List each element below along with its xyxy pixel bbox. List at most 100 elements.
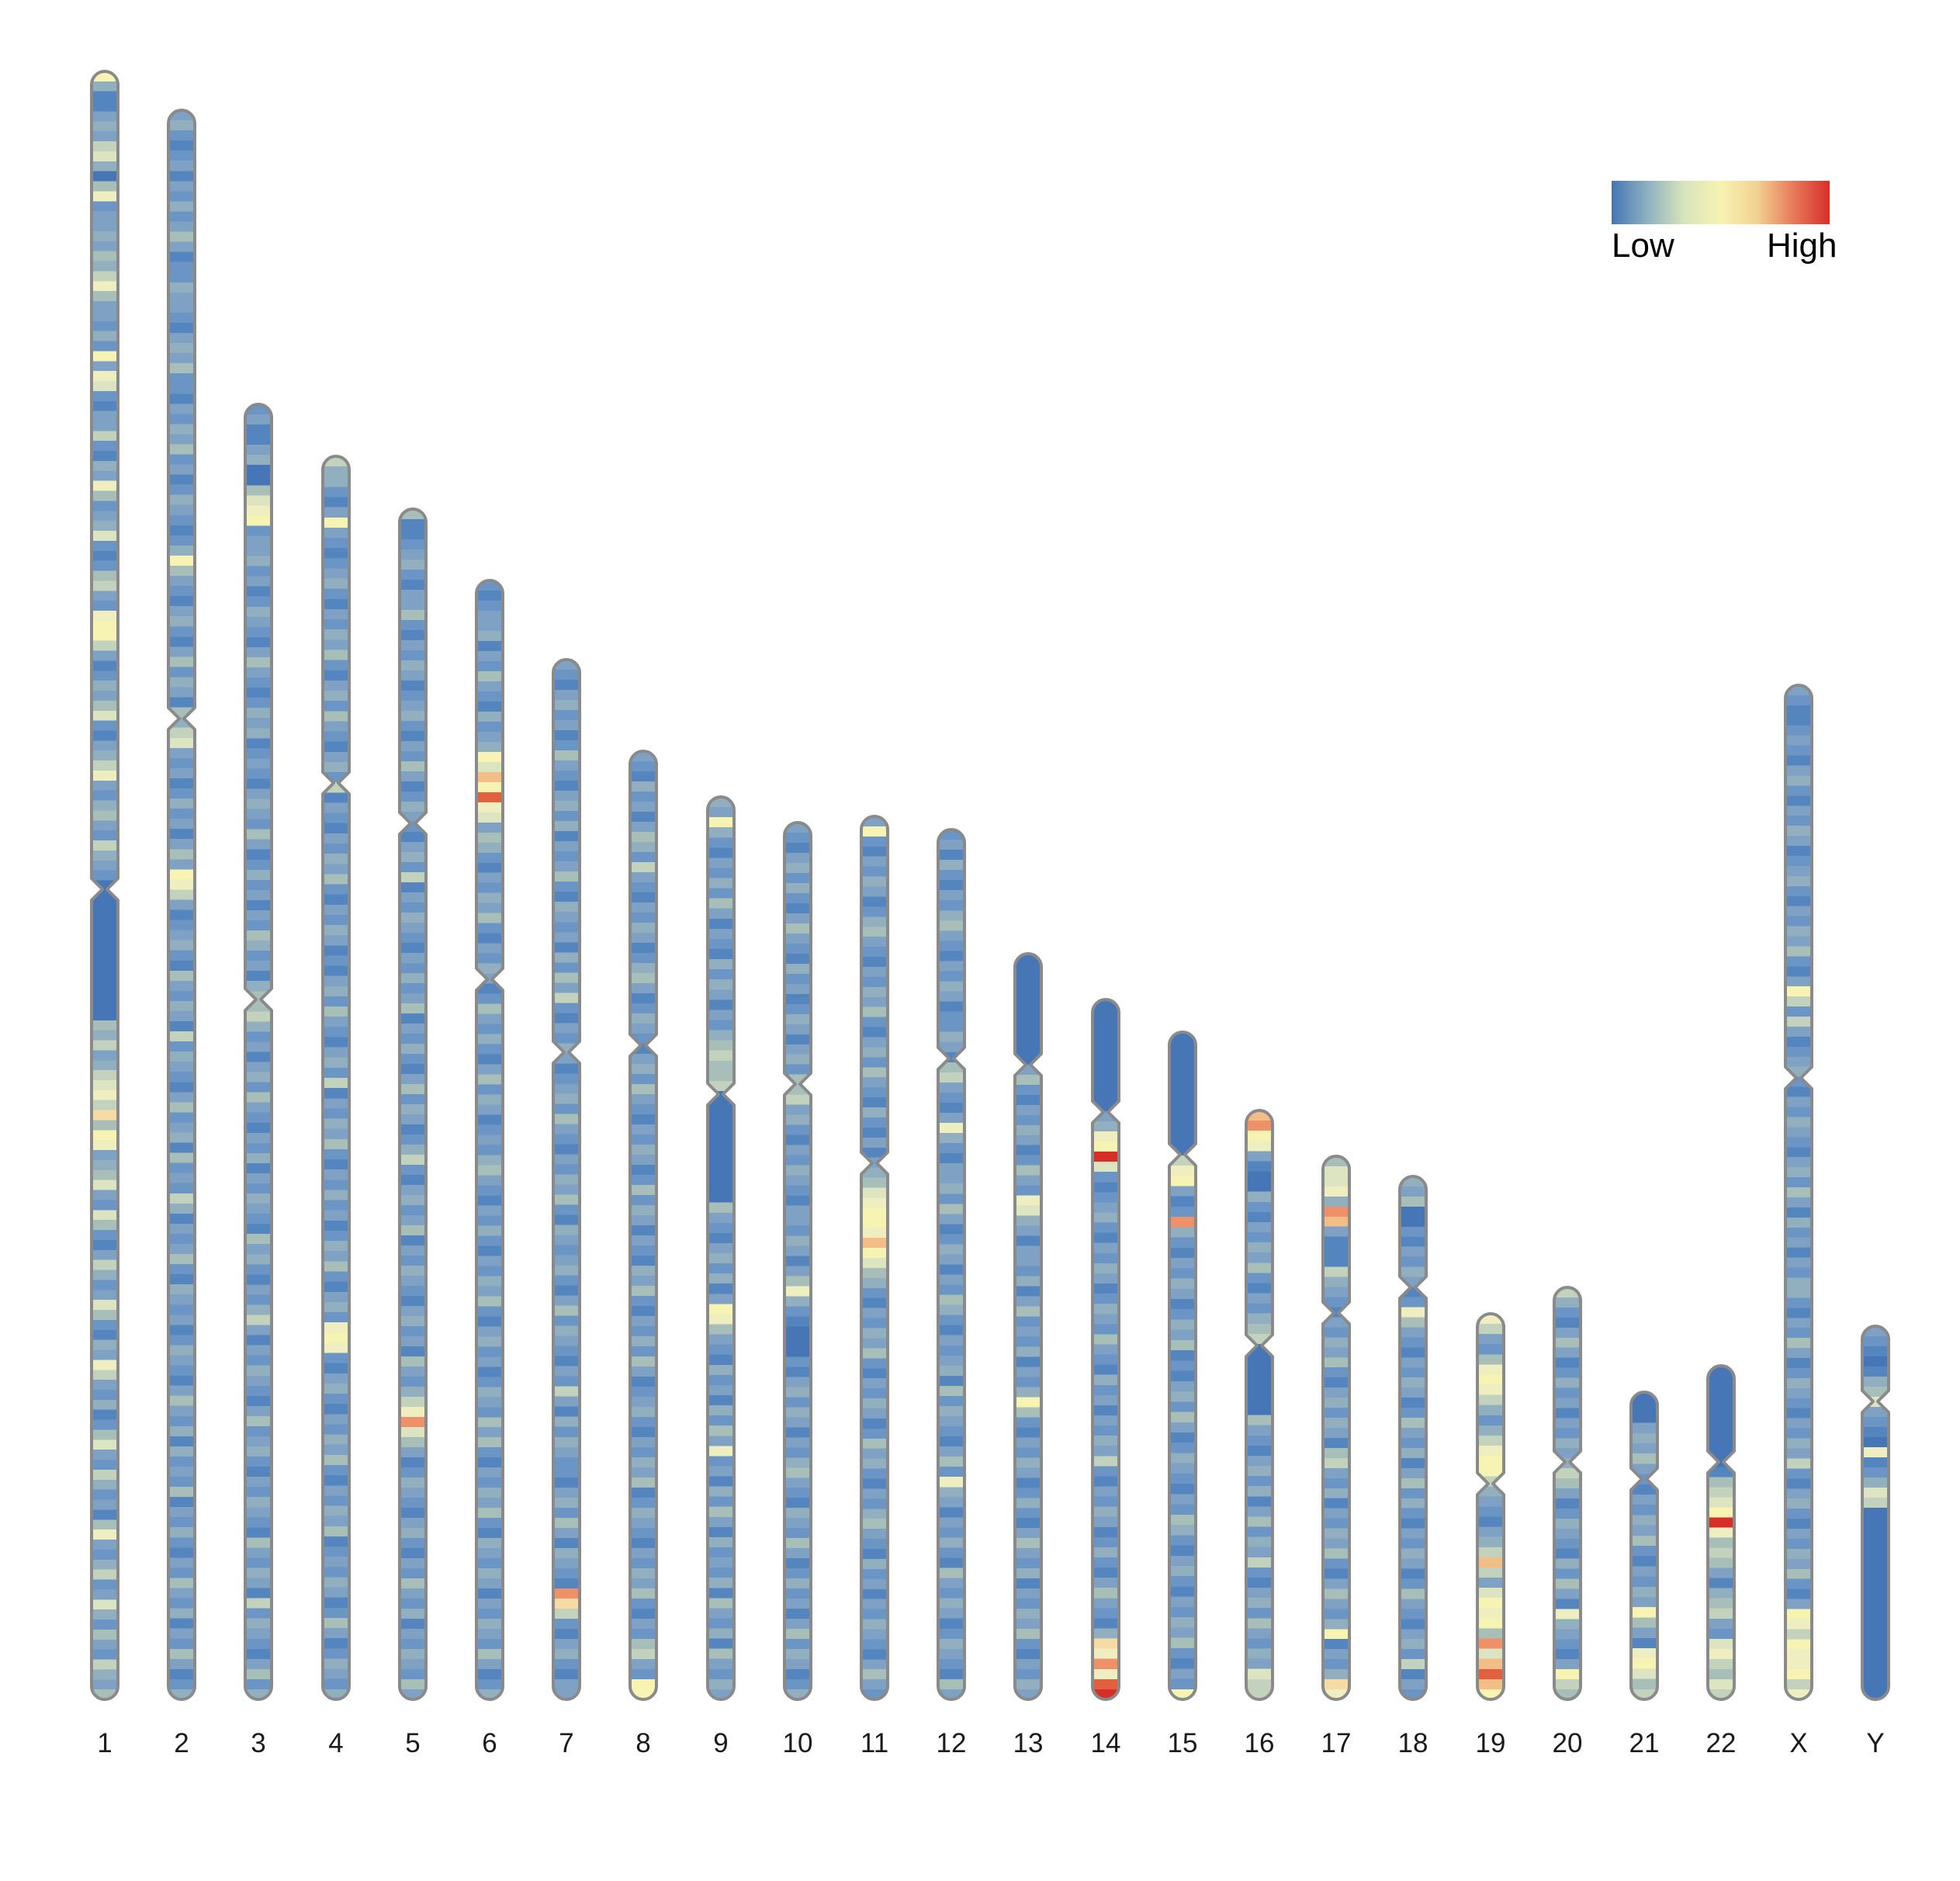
chromosome-7: 7: [552, 658, 581, 1758]
color-gradient-bar: [1612, 181, 1830, 224]
chromosome-21-outline: [1629, 1391, 1659, 1701]
chromosome-10-outline: [783, 821, 812, 1701]
chromosome-12: 12: [937, 828, 967, 1758]
chromosome-16-outline: [1245, 1109, 1274, 1701]
chromosome-Y-bands: [1862, 1326, 1889, 1699]
chromosome-22-bands: [1708, 1366, 1734, 1699]
chromosome-17-bands: [1323, 1156, 1349, 1699]
chromosome-5-bands: [400, 509, 426, 1699]
chromosome-8-bands: [630, 751, 656, 1699]
chromosome-13-outline: [1013, 952, 1043, 1701]
chromosome-label-9: 9: [713, 1728, 728, 1758]
chromosome-20-outline: [1553, 1286, 1582, 1701]
chromosome-X-bands: [1785, 685, 1812, 1699]
chromosome-6-outline: [475, 579, 504, 1701]
chromosome-21-bands: [1631, 1392, 1657, 1699]
legend-high-label: High: [1767, 227, 1837, 265]
chromosome-9-outline: [706, 795, 736, 1701]
chromosome-label-X: X: [1789, 1728, 1807, 1758]
chromosome-label-5: 5: [405, 1728, 420, 1758]
chromosome-11: 11: [860, 815, 889, 1758]
chromosome-11-bands: [861, 816, 888, 1699]
chromosome-2: 2: [167, 109, 196, 1758]
chromosome-15: 15: [1168, 1031, 1198, 1758]
chromosome-21: 21: [1629, 1391, 1660, 1758]
chromosome-9-bands: [708, 797, 734, 1699]
chromosome-19-bands: [1477, 1314, 1504, 1699]
chromosome-label-7: 7: [559, 1728, 573, 1758]
chromosome-8-outline: [629, 750, 658, 1701]
chromosome-label-20: 20: [1553, 1728, 1583, 1758]
chromosome-20: 20: [1553, 1286, 1583, 1758]
legend-low-label: Low: [1612, 227, 1674, 265]
chromosome-22: 22: [1706, 1364, 1737, 1758]
chromosome-18-bands: [1400, 1176, 1426, 1699]
chromosome-9: 9: [706, 795, 736, 1758]
chromosome-label-14: 14: [1091, 1728, 1121, 1758]
chromosome-13: 13: [1013, 952, 1044, 1758]
chromosome-label-21: 21: [1629, 1728, 1660, 1758]
chromosome-10: 10: [783, 821, 813, 1758]
chromosome-label-19: 19: [1476, 1728, 1506, 1758]
chromosome-X: X: [1784, 684, 1813, 1758]
chromosome-14-bands: [1093, 999, 1119, 1699]
chromosome-16: 16: [1245, 1109, 1275, 1758]
chromosome-16-bands: [1246, 1110, 1273, 1699]
chromosome-8: 8: [629, 750, 658, 1758]
chromosome-12-outline: [937, 828, 966, 1701]
chromosome-label-15: 15: [1168, 1728, 1198, 1758]
chromosome-14: 14: [1091, 998, 1121, 1758]
chromosome-label-Y: Y: [1866, 1728, 1884, 1758]
chromosome-label-13: 13: [1013, 1728, 1044, 1758]
chromosome-6-bands: [476, 580, 503, 1699]
chromosome-4-bands: [323, 456, 349, 1699]
chromosome-1-bands: [92, 71, 118, 1699]
chromosome-label-3: 3: [251, 1728, 265, 1758]
chromosome-label-17: 17: [1321, 1728, 1352, 1758]
chromosome-label-22: 22: [1706, 1728, 1737, 1758]
chromosome-1-outline: [90, 70, 119, 1701]
chromosome-13-bands: [1015, 954, 1041, 1699]
chromosome-19: 19: [1476, 1312, 1506, 1758]
chromosome-6: 6: [475, 579, 504, 1758]
chromosome-3: 3: [244, 403, 273, 1758]
chromosome-label-12: 12: [937, 1728, 967, 1758]
chromosome-3-bands: [245, 404, 272, 1699]
chromosome-5: 5: [398, 507, 428, 1758]
chromosome-label-4: 4: [328, 1728, 343, 1758]
chromosome-19-outline: [1476, 1312, 1505, 1701]
chromosome-3-outline: [244, 403, 273, 1701]
chromosome-7-outline: [552, 658, 581, 1701]
chromosome-4: 4: [321, 455, 351, 1758]
chromosome-12-bands: [938, 830, 964, 1699]
chromosome-22-outline: [1706, 1364, 1736, 1701]
chromosome-label-16: 16: [1245, 1728, 1275, 1758]
chromosome-label-11: 11: [861, 1728, 888, 1758]
chromosome-7-bands: [553, 660, 580, 1699]
chromosome-2-outline: [167, 109, 196, 1701]
chromosome-5-outline: [398, 507, 428, 1701]
chromosome-1: 1: [90, 70, 119, 1758]
chromosome-label-2: 2: [174, 1728, 189, 1758]
chromosome-label-6: 6: [482, 1728, 497, 1758]
chromosome-14-outline: [1091, 998, 1120, 1701]
chromosome-17-outline: [1321, 1155, 1351, 1701]
chromosome-X-outline: [1784, 684, 1813, 1701]
chromosome-17: 17: [1321, 1155, 1352, 1758]
chromosome-10-bands: [784, 823, 811, 1699]
chromosome-15-bands: [1169, 1032, 1196, 1699]
chromosome-4-outline: [321, 455, 351, 1701]
chromosome-label-18: 18: [1398, 1728, 1428, 1758]
chromosome-Y-outline: [1861, 1325, 1890, 1701]
chromosome-20-bands: [1554, 1287, 1581, 1699]
chromosome-label-10: 10: [783, 1728, 813, 1758]
chromosome-18-outline: [1398, 1175, 1428, 1701]
color-scale-legend: Low High: [1612, 181, 1837, 263]
chromosome-11-outline: [860, 815, 889, 1701]
chromosome-label-1: 1: [97, 1728, 112, 1758]
chromosome-15-outline: [1168, 1031, 1197, 1701]
chromosome-2-bands: [168, 110, 195, 1699]
chromosome-Y: Y: [1861, 1325, 1890, 1758]
